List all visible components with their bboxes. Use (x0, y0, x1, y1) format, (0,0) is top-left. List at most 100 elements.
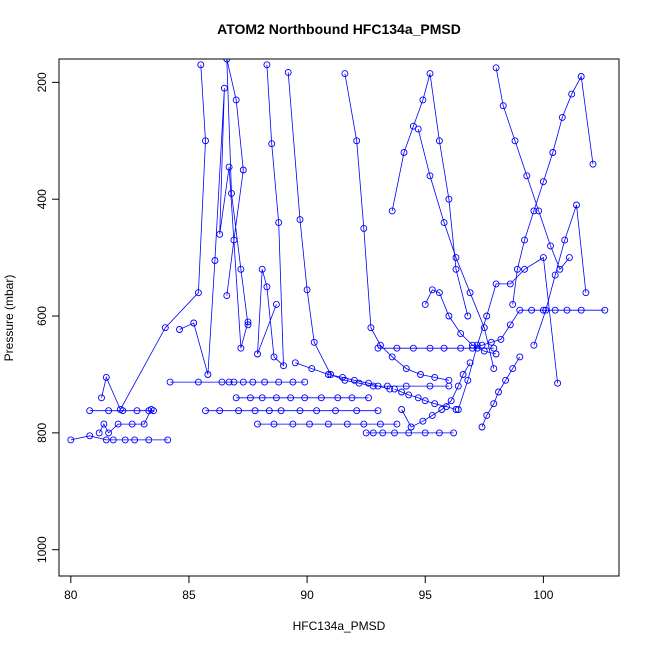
series-8 (254, 420, 401, 428)
data-point (268, 140, 276, 148)
data-point (428, 286, 436, 294)
series-line (101, 64, 206, 411)
data-point (374, 407, 382, 415)
data-point (105, 429, 113, 437)
y-tick-label: 400 (35, 189, 49, 209)
data-point (230, 378, 238, 386)
data-point (161, 324, 169, 332)
data-point (421, 397, 429, 405)
data-point (109, 436, 117, 444)
data-point (435, 289, 443, 297)
data-point (272, 394, 280, 402)
data-point (558, 113, 566, 121)
series-16 (388, 70, 472, 320)
data-point (582, 289, 590, 297)
series-19 (469, 306, 609, 352)
y-axis-label: Pressure (mbar) (2, 275, 16, 362)
data-point (225, 163, 233, 171)
data-point (100, 420, 108, 428)
data-point (417, 371, 424, 378)
data-point (530, 207, 538, 215)
data-point (140, 420, 148, 428)
data-point (492, 64, 500, 72)
data-point (289, 378, 297, 386)
data-point (398, 406, 406, 413)
series-5 (166, 378, 309, 386)
data-point (440, 344, 448, 352)
data-point (218, 378, 226, 386)
data-point (261, 378, 269, 386)
data-point (405, 429, 413, 437)
data-point (400, 149, 408, 156)
data-point (490, 344, 498, 352)
data-point (228, 189, 235, 197)
data-point (367, 324, 375, 332)
data-point (459, 371, 467, 378)
data-point (452, 254, 460, 262)
data-point (428, 411, 436, 419)
data-point (244, 318, 252, 326)
data-point (450, 429, 458, 437)
y-tick-label: 600 (35, 306, 49, 326)
series-21 (509, 73, 597, 308)
data-point (407, 423, 415, 431)
data-point (258, 394, 266, 402)
data-point (509, 300, 517, 308)
data-point (289, 420, 297, 428)
y-tick-label: 800 (35, 423, 49, 443)
data-point (277, 407, 285, 415)
data-point (369, 429, 377, 437)
data-point (521, 236, 528, 244)
series-line (472, 309, 605, 349)
data-point (301, 394, 309, 402)
x-axis: 80 85 90 95 100 (64, 575, 554, 602)
data-point (452, 406, 460, 413)
data-point (223, 292, 231, 300)
data-point (445, 312, 453, 320)
data-point (492, 280, 500, 288)
data-point (341, 70, 349, 78)
series-line (457, 256, 558, 410)
data-layer (67, 59, 609, 444)
data-point (176, 326, 183, 333)
series-line (226, 59, 249, 325)
data-point (487, 338, 495, 346)
data-point (102, 436, 110, 444)
data-point (452, 265, 460, 273)
data-point (414, 125, 422, 133)
data-point (362, 429, 370, 437)
data-point (431, 373, 439, 381)
data-point (551, 271, 559, 279)
data-point (114, 420, 122, 428)
series-line (424, 289, 497, 355)
data-point (223, 59, 231, 63)
series-11 (254, 61, 287, 370)
series-10 (176, 84, 252, 378)
data-point (350, 376, 358, 384)
data-point (542, 306, 550, 314)
y-axis: 200 400 600 800 1000 (35, 72, 60, 563)
data-point (348, 394, 356, 402)
data-point (254, 420, 261, 428)
x-tick-label: 90 (300, 588, 314, 602)
x-tick-label: 100 (533, 588, 553, 602)
data-point (464, 376, 472, 384)
data-point (197, 61, 205, 69)
data-point (421, 429, 429, 437)
data-point (457, 344, 465, 352)
data-point (447, 397, 455, 405)
data-point (121, 436, 129, 444)
series-line (257, 64, 284, 367)
data-point (414, 394, 422, 402)
data-point (391, 385, 398, 393)
data-point (116, 406, 124, 413)
x-tick-label: 85 (182, 588, 196, 602)
data-point (386, 385, 394, 393)
data-point (454, 382, 462, 390)
series-line (512, 75, 594, 305)
data-point (306, 420, 313, 428)
data-point (492, 350, 500, 358)
data-point (164, 436, 172, 444)
